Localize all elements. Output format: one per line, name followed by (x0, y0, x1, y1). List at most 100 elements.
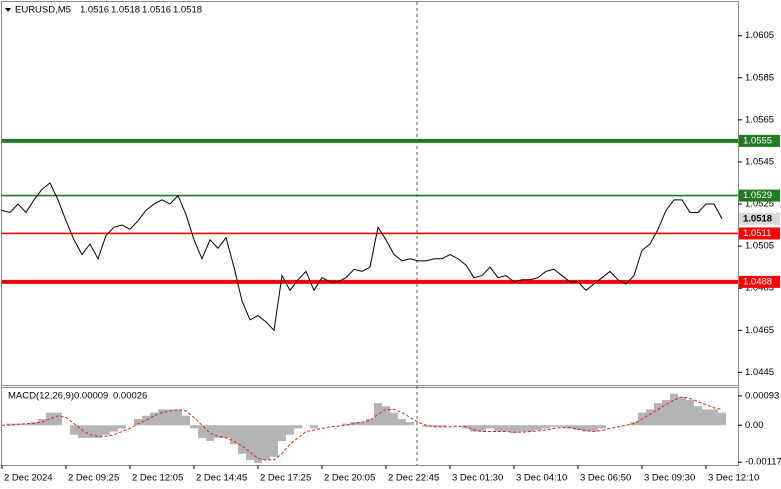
histogram-bar (110, 425, 118, 432)
main-panel-frame (1, 1, 739, 386)
histogram-bar (430, 425, 438, 427)
level-label: 1.0488 (743, 276, 772, 287)
histogram-bar (310, 425, 318, 429)
y-tick-label: 1.0545 (745, 156, 774, 167)
x-tick-label: 2 Dec 09:25 (68, 473, 119, 484)
histogram-bar (518, 425, 526, 432)
histogram-bar (646, 409, 654, 426)
macd-reading: 0.00009 (74, 391, 108, 402)
last-price-bg (739, 212, 780, 225)
histogram-bar (390, 412, 398, 426)
histogram-bar (550, 425, 558, 427)
histogram-bar (294, 425, 302, 429)
y-tick-label: 1.0445 (745, 367, 774, 378)
level-label: 1.0511 (743, 228, 771, 239)
histogram-bar (142, 415, 150, 426)
ohlc-value: 1.0516 (80, 5, 109, 16)
histogram-bar (574, 425, 582, 430)
collapse-icon[interactable] (5, 8, 11, 12)
histogram-bar (182, 415, 190, 426)
level-label: 1.0529 (743, 190, 772, 201)
histogram-bar (134, 418, 142, 426)
histogram-bar (230, 425, 238, 445)
x-tick-label: 2 Dec 2024 (4, 473, 53, 484)
histogram-bar (542, 425, 550, 429)
histogram-bar (118, 425, 126, 429)
x-tick-label: 2 Dec 12:05 (132, 473, 183, 484)
ohlc-value: 1.0518 (173, 5, 202, 16)
histogram-bar (214, 425, 222, 438)
x-tick-label: 3 Dec 06:50 (580, 473, 631, 484)
histogram-bar (406, 422, 414, 426)
macd-title: MACD(12,26,9) (8, 391, 74, 402)
signal-line (2, 396, 723, 461)
histogram-bar (694, 406, 702, 426)
histogram-bar (366, 418, 374, 426)
histogram-bar (150, 412, 158, 426)
histogram-bar (102, 425, 110, 435)
histogram-bar (54, 412, 62, 426)
histogram-bar (526, 425, 534, 432)
histogram-bar (590, 425, 598, 432)
histogram-bar (558, 425, 566, 427)
histogram-bar (238, 425, 246, 454)
histogram-bar (78, 425, 86, 438)
price-line (1, 182, 723, 332)
histogram-bar (438, 425, 446, 427)
histogram-bar (358, 422, 366, 426)
symbol: EURUSD,M5 (15, 5, 71, 16)
ohlc-value: 1.0518 (111, 5, 140, 16)
histogram-bar (254, 425, 262, 464)
y-tick-label: 0.00093 (745, 390, 779, 401)
histogram-bar (582, 425, 590, 432)
histogram-bar (478, 425, 486, 432)
histogram-bar (470, 425, 478, 432)
histogram-bar (662, 399, 670, 426)
y-tick-label: 1.0465 (745, 325, 774, 336)
histogram-bar (718, 412, 726, 426)
histogram-bar (46, 412, 54, 426)
histogram-bar (278, 425, 286, 442)
histogram-bar (286, 425, 294, 435)
x-tick-label: 3 Dec 12:10 (708, 473, 759, 484)
y-tick-label: 1.0585 (745, 72, 774, 83)
x-tick-label: 2 Dec 17:25 (260, 473, 311, 484)
y-tick-label: 0.00 (745, 420, 764, 431)
macd-panel-frame (1, 387, 739, 466)
histogram-bar (94, 425, 102, 438)
x-tick-label: 2 Dec 22:45 (388, 473, 439, 484)
y-tick-label: 1.0525 (745, 199, 774, 210)
histogram-bar (246, 425, 254, 460)
histogram-bar (6, 423, 14, 426)
histogram-bar (70, 425, 78, 435)
histogram-bar (382, 406, 390, 426)
level-label: 1.0555 (743, 135, 772, 146)
histogram-bar (702, 409, 710, 426)
histogram-bar (342, 423, 350, 426)
histogram-bar (598, 425, 606, 429)
y-tick-label: 1.0565 (745, 114, 774, 125)
y-tick-label: 1.0605 (745, 30, 774, 41)
histogram-bar (534, 425, 542, 430)
histogram-bar (502, 425, 510, 432)
histogram-bar (422, 425, 430, 427)
histogram-bar (174, 409, 182, 426)
histogram-bar (566, 425, 574, 429)
macd-reading: 0.00026 (113, 391, 147, 402)
histogram-bar (270, 425, 278, 457)
histogram-bar (494, 425, 502, 432)
last-price-label: 1.0518 (743, 213, 772, 224)
y-tick-label: -0.00117 (745, 457, 781, 468)
histogram-bar (686, 399, 694, 426)
x-tick-label: 3 Dec 09:30 (644, 473, 695, 484)
histogram-bar (158, 409, 166, 426)
histogram-bar (510, 425, 518, 434)
histogram-bar (206, 425, 214, 442)
histogram-bar (678, 396, 686, 426)
y-tick-label: 1.0505 (745, 241, 774, 252)
histogram-bar (486, 425, 494, 429)
histogram-bar (654, 403, 662, 426)
ohlc-value: 1.0516 (142, 5, 171, 16)
